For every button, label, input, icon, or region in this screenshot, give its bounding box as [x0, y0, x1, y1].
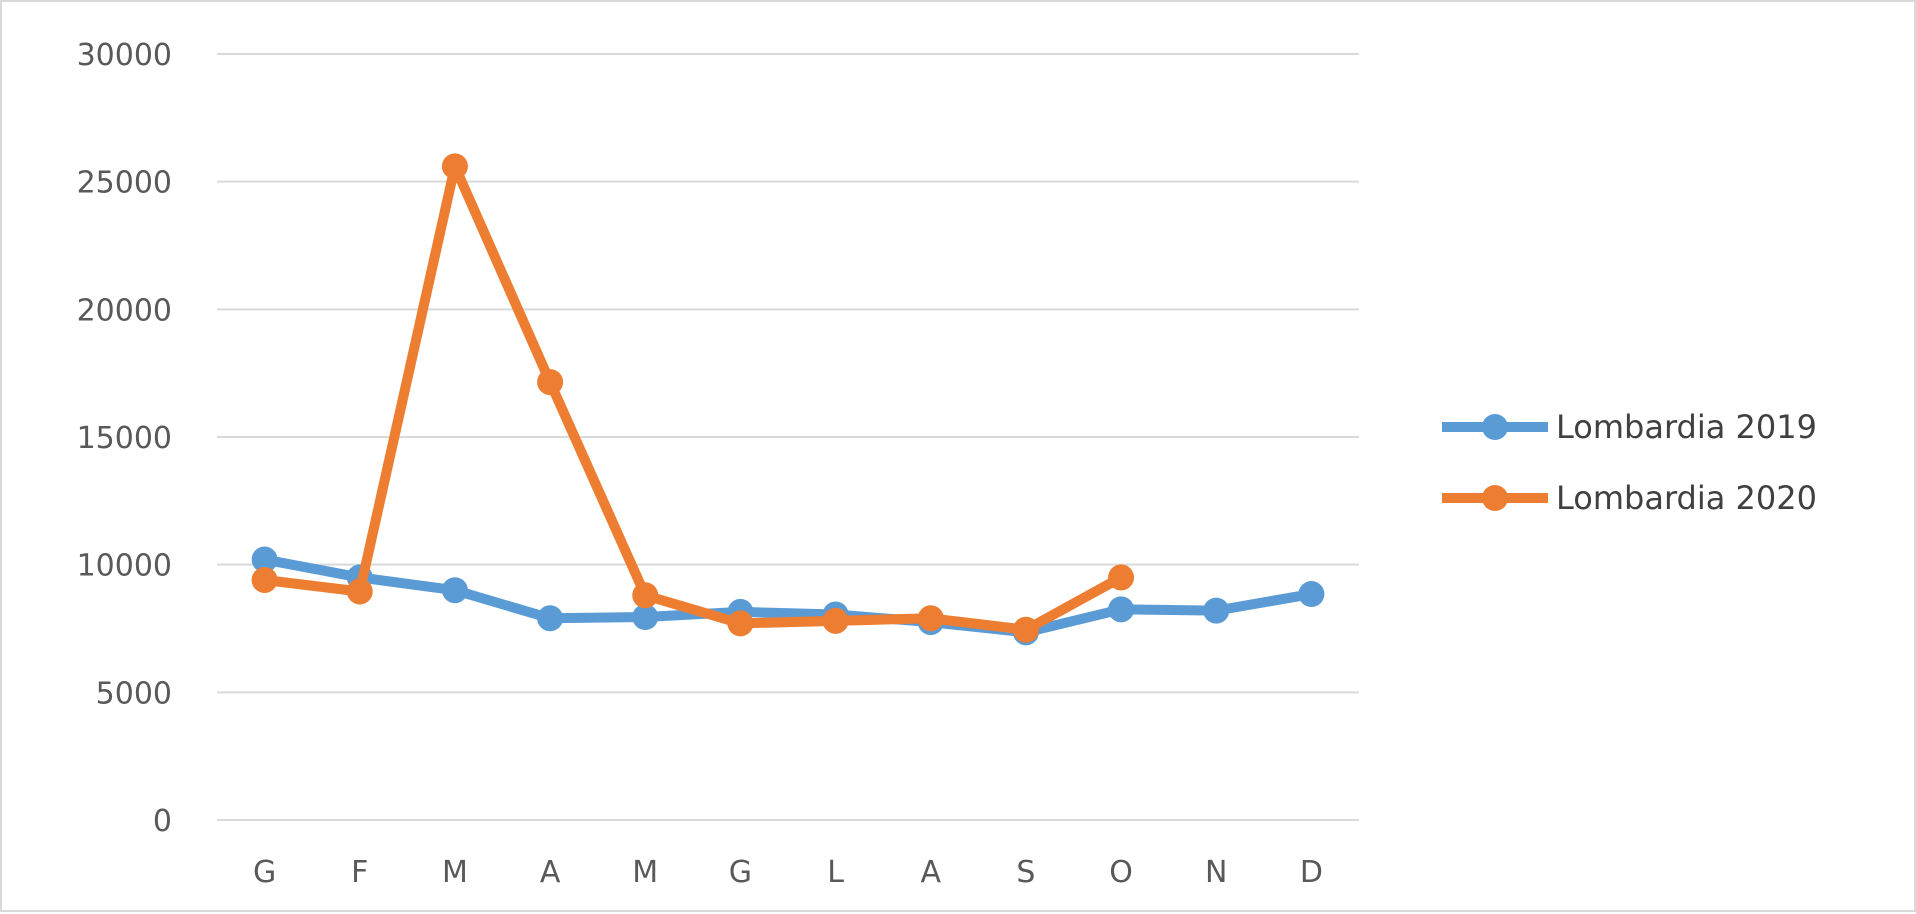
- data-point: [441, 153, 468, 180]
- y-tick-label: 30000: [77, 38, 172, 73]
- data-point: [1298, 581, 1325, 608]
- y-tick-label: 0: [153, 804, 172, 839]
- x-tick-label: L: [827, 855, 844, 890]
- data-point: [251, 566, 278, 593]
- data-point: [537, 605, 564, 632]
- y-tick-label: 15000: [77, 421, 172, 456]
- x-tick-label: M: [632, 855, 658, 890]
- legend-label: Lombardia 2020: [1556, 479, 1817, 517]
- x-tick-label: G: [253, 855, 276, 890]
- x-tick-label: S: [1016, 855, 1035, 890]
- data-point: [822, 607, 849, 634]
- x-tick-label: O: [1109, 855, 1133, 890]
- legend-item: Lombardia 2019: [1442, 408, 1817, 446]
- data-point: [537, 369, 564, 396]
- legend: Lombardia 2019 Lombardia 2020: [1442, 408, 1817, 517]
- legend-marker: [1482, 485, 1508, 511]
- x-tick-label: D: [1300, 855, 1323, 890]
- legend-marker: [1482, 414, 1508, 440]
- data-point: [632, 582, 659, 609]
- data-point: [632, 604, 659, 631]
- data-point: [1108, 596, 1135, 623]
- legend-item: Lombardia 2020: [1442, 479, 1817, 517]
- series-line: [259, 554, 1317, 638]
- x-tick-label: F: [351, 855, 368, 890]
- data-point: [727, 610, 754, 637]
- x-tick-label: M: [442, 855, 468, 890]
- series-2: [251, 153, 1135, 643]
- series-layer: [251, 153, 1325, 646]
- y-tick-label: 20000: [77, 293, 172, 328]
- series-1: [251, 546, 1325, 646]
- legend-label: Lombardia 2019: [1556, 408, 1817, 446]
- data-point: [251, 546, 278, 573]
- x-tick-label: G: [729, 855, 752, 890]
- x-tick-label: A: [540, 855, 561, 890]
- x-tick-label: N: [1205, 855, 1227, 890]
- data-point: [346, 578, 373, 605]
- data-point: [917, 605, 944, 632]
- data-point: [1108, 564, 1135, 591]
- data-point: [441, 577, 468, 604]
- series-line: [259, 161, 1127, 635]
- gridlines: [217, 53, 1359, 821]
- y-axis-ticks: 0 5000 10000 15000 20000 25000 30000: [77, 38, 172, 839]
- y-tick-label: 10000: [77, 549, 172, 584]
- x-tick-label: A: [920, 855, 941, 890]
- data-point: [1203, 597, 1230, 624]
- data-point: [1012, 616, 1039, 643]
- y-tick-label: 25000: [77, 166, 172, 201]
- y-tick-label: 5000: [96, 676, 172, 711]
